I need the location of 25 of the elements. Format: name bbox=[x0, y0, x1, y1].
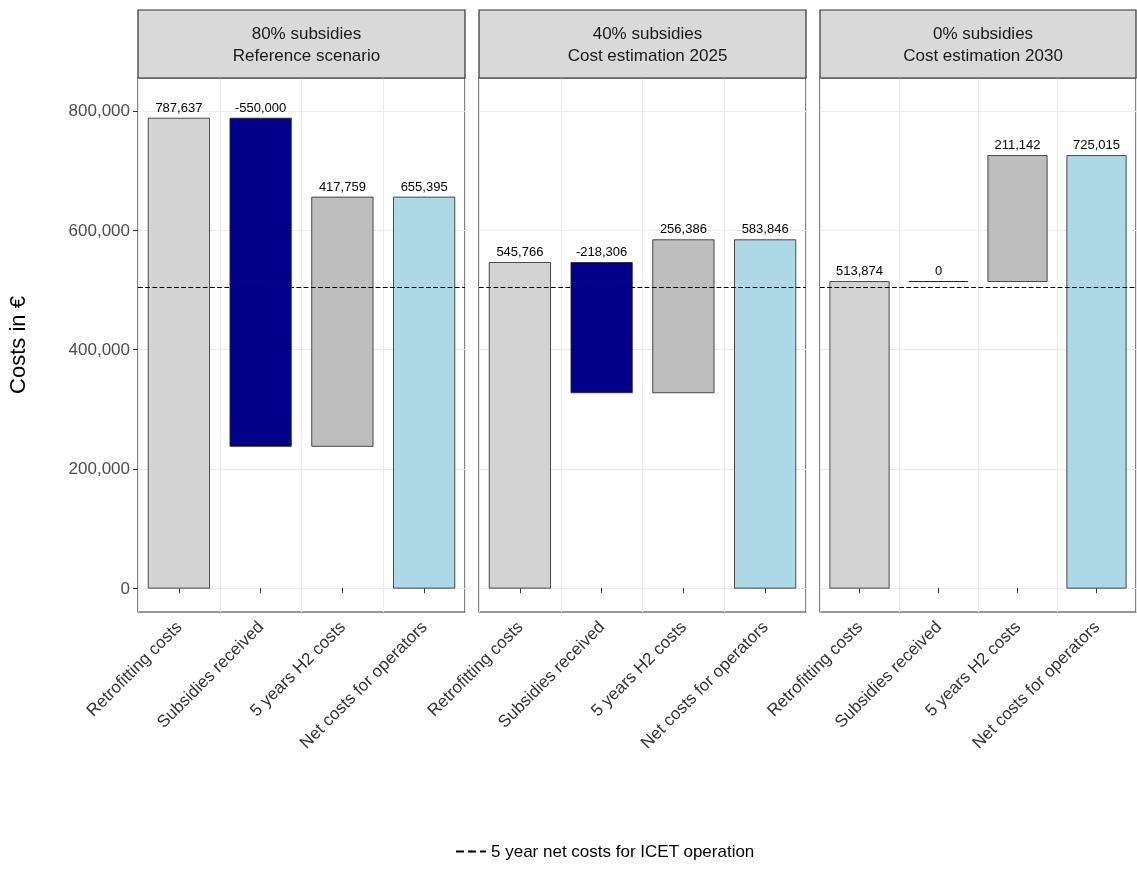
y-tick-label: 200,000 bbox=[68, 459, 130, 479]
data-label: -218,306 bbox=[575, 244, 628, 260]
data-label: 725,015 bbox=[1073, 137, 1120, 153]
chart-title: 80% subsidies bbox=[251, 23, 362, 43]
data-label: 655,395 bbox=[400, 178, 448, 194]
y-tick-label: 800,000 bbox=[68, 101, 130, 121]
data-label: 583,846 bbox=[741, 221, 789, 237]
y-tick-label: 0 bbox=[120, 578, 130, 598]
data-label: 545,766 bbox=[496, 244, 544, 260]
y-tick-label: 600,000 bbox=[68, 220, 130, 240]
data-label: 256,386 bbox=[659, 221, 707, 237]
data-label: 0 bbox=[934, 263, 943, 279]
legend-label: 5 year net costs for ICET operation bbox=[491, 842, 755, 861]
y-axis-title: Costs in € bbox=[4, 296, 30, 394]
data-label: 211,142 bbox=[994, 137, 1041, 153]
chart-subtitle: Reference scenario bbox=[232, 45, 381, 65]
data-label: 513,874 bbox=[836, 263, 883, 279]
chart-title: 0% subsidies bbox=[932, 23, 1034, 43]
chart-subtitle: Cost estimation 2030 bbox=[903, 45, 1063, 65]
data-label: 787,637 bbox=[155, 99, 203, 115]
y-tick-label: 400,000 bbox=[68, 339, 130, 359]
data-label: -550,000 bbox=[234, 99, 287, 115]
data-label: 417,759 bbox=[318, 178, 366, 194]
chart-title: 40% subsidies bbox=[592, 23, 703, 43]
chart-subtitle: Cost estimation 2025 bbox=[567, 45, 728, 65]
